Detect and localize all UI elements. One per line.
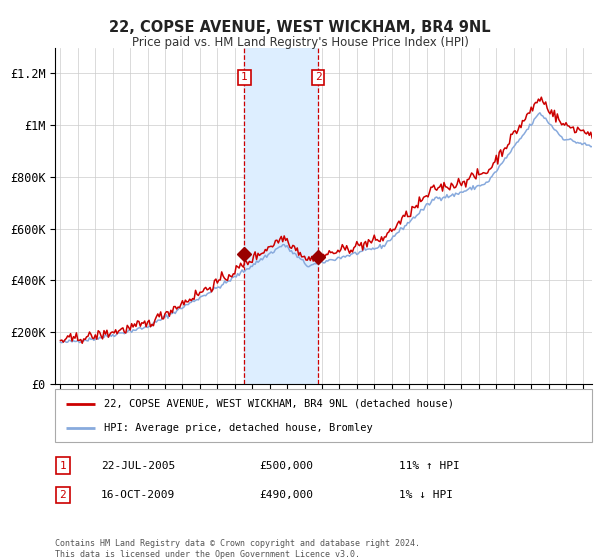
Text: HPI: Average price, detached house, Bromley: HPI: Average price, detached house, Brom… <box>104 423 372 433</box>
FancyBboxPatch shape <box>55 389 592 442</box>
Text: £500,000: £500,000 <box>259 460 313 470</box>
Text: Price paid vs. HM Land Registry's House Price Index (HPI): Price paid vs. HM Land Registry's House … <box>131 36 469 49</box>
Text: 1% ↓ HPI: 1% ↓ HPI <box>399 490 453 500</box>
Text: 2: 2 <box>59 490 66 500</box>
Bar <box>244 48 318 384</box>
Text: 1: 1 <box>59 460 66 470</box>
Text: 22, COPSE AVENUE, WEST WICKHAM, BR4 9NL: 22, COPSE AVENUE, WEST WICKHAM, BR4 9NL <box>109 20 491 35</box>
Text: 22-JUL-2005: 22-JUL-2005 <box>101 460 175 470</box>
Text: 11% ↑ HPI: 11% ↑ HPI <box>399 460 460 470</box>
Text: Contains HM Land Registry data © Crown copyright and database right 2024.
This d: Contains HM Land Registry data © Crown c… <box>55 539 420 559</box>
Text: 16-OCT-2009: 16-OCT-2009 <box>101 490 175 500</box>
Text: 1: 1 <box>241 72 248 82</box>
Text: £490,000: £490,000 <box>259 490 313 500</box>
Text: 22, COPSE AVENUE, WEST WICKHAM, BR4 9NL (detached house): 22, COPSE AVENUE, WEST WICKHAM, BR4 9NL … <box>104 399 454 409</box>
Text: 2: 2 <box>315 72 322 82</box>
